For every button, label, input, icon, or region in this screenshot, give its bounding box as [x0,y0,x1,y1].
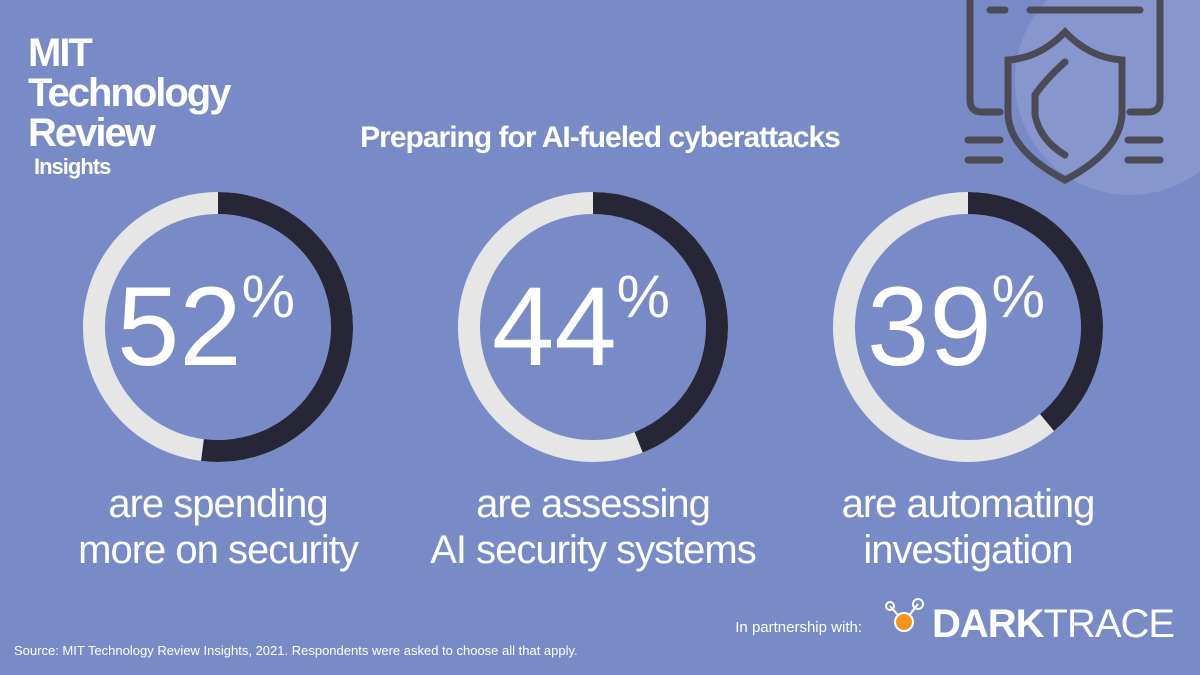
brand: MIT Technology Review Insights [28,31,234,179]
title: Preparing for AI-fueled cyberattacks [360,121,840,154]
value-label: 52% [117,263,295,389]
source: Source: MIT Technology Review Insights, … [14,643,578,658]
logo-bold: DARK [932,602,1045,646]
value-number: 52 [117,264,242,389]
caption: investigation [863,528,1072,572]
value-unit: % [992,263,1045,330]
caption: AI security systems [430,528,756,572]
darktrace-logo: DARKTRACE [932,602,1174,646]
caption: are automating [842,482,1095,526]
logo-light: TRACE [1044,602,1175,646]
shield-icon [964,0,1164,184]
value-label: 39% [867,263,1045,389]
value-unit: % [242,263,295,330]
value-label: 44% [492,263,670,389]
donut-arc [592,192,728,453]
brand-line: Review [28,111,157,155]
value-unit: % [617,263,670,330]
donut-arc [201,192,353,462]
darktrace-icon [885,598,924,632]
caption: are spending [108,482,327,526]
caption: more on security [78,528,359,572]
brand-line: Technology [28,71,232,115]
value-number: 44 [492,264,617,389]
donut-arc [967,192,1103,432]
brand-sub: Insights [34,154,111,179]
decor-circle [1015,0,1200,195]
partner-label: In partnership with: [735,619,862,636]
value-number: 39 [867,264,992,389]
brand-line: MIT [28,31,92,75]
caption: are assessing [476,482,710,526]
